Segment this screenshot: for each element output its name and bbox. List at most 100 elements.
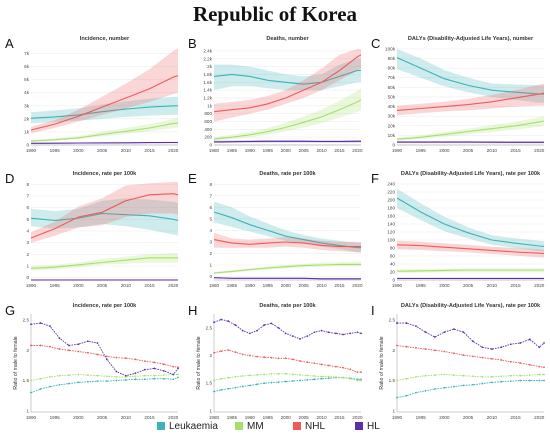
data-point-mm	[335, 376, 337, 379]
data-point-mm	[509, 374, 512, 377]
data-point-hl	[177, 367, 179, 370]
data-point-hl	[481, 346, 484, 349]
series-line-mm	[396, 120, 545, 140]
y-tick-label: 6	[26, 205, 29, 210]
panel-f: F DALYs (Disability-Adjusted Life Years),…	[371, 171, 545, 288]
data-point-hl	[434, 336, 436, 338]
x-tick-label: 2020	[352, 415, 363, 420]
panel-g: G Incidence, rate per 100k 1 1.5 2 2.5 1990 199…	[5, 303, 179, 420]
uncertainty-band-leukaemia	[214, 201, 361, 253]
data-point-leukaemia	[30, 391, 32, 394]
x-tick-label: 2015	[334, 283, 345, 288]
data-point-mm	[471, 375, 474, 378]
data-point-leukaemia	[77, 381, 80, 384]
legend-label-hl: HL	[367, 421, 380, 432]
series-line-hl	[213, 277, 361, 280]
x-tick-label: 1990	[392, 148, 403, 153]
x-tick-label: 1985	[227, 283, 238, 288]
data-point-mm	[134, 375, 137, 378]
data-point-nhl	[519, 362, 522, 364]
panel-title: Deaths, rate per 100k	[259, 303, 316, 309]
y-tick-label: 1.8k	[203, 72, 212, 77]
y-tick-label: 2	[26, 252, 29, 257]
data-point-nhl	[96, 353, 99, 356]
data-point-leukaemia	[538, 379, 541, 382]
series-line-nhl	[396, 345, 545, 368]
data-point-mm	[306, 374, 309, 377]
data-point-hl	[462, 331, 465, 334]
data-point-mm	[443, 373, 446, 376]
data-point-mm	[220, 377, 223, 380]
data-point-nhl	[299, 360, 301, 362]
data-point-hl	[360, 332, 362, 335]
uncertainty-band-mm	[214, 261, 361, 274]
data-point-hl	[424, 331, 427, 334]
panel-i: I DALYs (Disability-Adjusted Life Years),…	[371, 303, 545, 420]
x-tick-label: 2010	[316, 415, 327, 420]
data-point-leukaemia	[490, 381, 493, 384]
y-tick-label: 20k	[388, 123, 396, 128]
data-point-nhl	[335, 365, 337, 368]
x-tick-label: 2010	[121, 415, 132, 420]
data-point-hl	[284, 332, 287, 335]
data-point-hl	[227, 320, 230, 323]
data-point-mm	[227, 376, 230, 379]
data-point-leukaemia	[143, 378, 146, 381]
data-point-hl	[30, 323, 32, 326]
y-tick-label: 180	[387, 206, 395, 211]
y-tick-label: 1.2k	[203, 95, 212, 100]
data-point-hl	[320, 329, 323, 332]
x-tick-label: 2020	[168, 415, 179, 420]
data-point-nhl	[360, 371, 362, 374]
x-tick-label: 2000	[73, 415, 84, 420]
y-tick-label: 1.5	[23, 378, 30, 383]
data-point-leukaemia	[115, 379, 118, 382]
data-point-nhl	[105, 355, 108, 358]
x-tick-label: 2020	[168, 283, 179, 288]
x-tick-label: 1990	[245, 148, 256, 153]
x-tick-label: 1990	[26, 148, 37, 153]
data-point-hl	[396, 322, 398, 324]
data-point-leukaemia	[153, 377, 156, 380]
panel-a: A Incidence, number 0 1k 2k 3k 4k 5k 6k 7k 1990 199…	[5, 36, 179, 153]
data-point-leukaemia	[405, 394, 408, 397]
data-point-mm	[77, 373, 80, 376]
panel-b: B Deaths, number 0 200 400 600 800 1k 1.2k 1.4k 1.…	[188, 36, 363, 153]
data-point-leukaemia	[415, 391, 417, 394]
data-point-leukaemia	[291, 380, 294, 382]
legend-item-mm: MM	[235, 421, 264, 432]
data-point-mm	[177, 373, 179, 376]
legend-item-leukaemia: Leukaemia	[157, 421, 218, 432]
data-point-hl	[313, 331, 316, 334]
y-tick-label: 2.5	[206, 325, 213, 330]
y-tick-label: 4	[209, 228, 212, 233]
data-point-hl	[335, 332, 337, 335]
data-point-leukaemia	[277, 381, 280, 384]
data-point-nhl	[143, 360, 146, 363]
y-tick-label: 1.6k	[203, 80, 212, 85]
data-point-nhl	[313, 362, 316, 365]
panel-title: Incidence, number	[80, 36, 130, 42]
x-tick-label: 2005	[299, 415, 310, 420]
data-point-hl	[234, 324, 237, 326]
legend-swatch-nhl	[293, 422, 301, 430]
data-point-nhl	[30, 344, 32, 347]
panel-e: E Deaths, rate per 100k 0 1 2 3 4 5 6 7 8 1980 1985 1…	[188, 171, 363, 288]
data-point-nhl	[342, 366, 344, 369]
data-point-nhl	[172, 365, 175, 368]
data-point-hl	[248, 332, 251, 335]
y-tick-label: 1.5	[206, 381, 213, 386]
data-point-leukaemia	[519, 379, 522, 382]
y-tick-label: 1k	[24, 129, 30, 134]
series-line-nhl	[213, 239, 361, 248]
x-tick-label: 1985	[227, 148, 238, 153]
data-point-nhl	[443, 350, 446, 353]
x-tick-label: 2015	[144, 148, 155, 153]
y-tick-label: 800	[204, 111, 212, 116]
y-tick-label: 2	[26, 348, 29, 353]
x-tick-label: 2000	[281, 415, 292, 420]
series-line-mm	[30, 257, 178, 269]
x-tick-label: 1990	[245, 283, 256, 288]
y-tick-label: 2.5	[23, 318, 30, 323]
data-point-leukaemia	[248, 384, 251, 387]
